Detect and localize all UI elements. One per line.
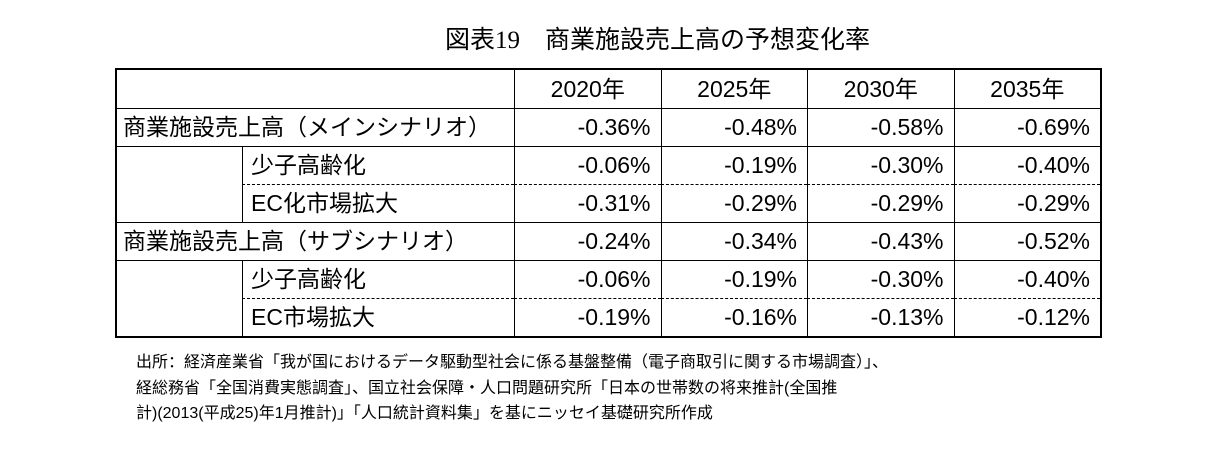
value-cell: -0.12%: [953, 298, 1100, 336]
value-cell: -0.19%: [660, 146, 807, 184]
source-line-2: 経総務省「全国消費実態調査」、国立社会保障・人口問題研究所「日本の世帯数の将来推…: [136, 379, 838, 397]
figure-title: 図表19 商業施設売上高の予想変化率: [444, 27, 870, 54]
source-line-3: 計)(2013(平成25)年1月推計)」「人口統計資料集」を基にニッセイ基礎研究…: [136, 405, 713, 423]
row-label: 商業施設売上高（サブシナリオ）: [117, 222, 514, 260]
source-line-1: 出所：経済産業省「我が国におけるデータ駆動型社会に係る基盤整備（電子商取引に関す…: [136, 354, 889, 371]
corner-cell: [117, 70, 514, 108]
value-cell: -0.69%: [953, 108, 1100, 146]
value-cell: -0.06%: [514, 260, 661, 298]
column-header: 2035年: [953, 70, 1101, 108]
value-cell: -0.36%: [514, 108, 661, 146]
value-cell: -0.30%: [807, 146, 954, 184]
value-cell: -0.29%: [660, 184, 807, 222]
value-cell: -0.24%: [514, 222, 661, 260]
value-cell: -0.13%: [807, 298, 954, 336]
row-label: 商業施設売上高（メインシナリオ）: [117, 108, 514, 146]
value-cell: -0.52%: [953, 222, 1100, 260]
value-cell: -0.30%: [807, 260, 954, 298]
value-cell: -0.19%: [514, 298, 661, 336]
row-label: 少子高齢化: [251, 152, 366, 178]
indent-gutter: [117, 147, 243, 184]
value-cell: -0.16%: [660, 298, 807, 336]
sub-row-label-cell: 少子高齢化: [117, 146, 514, 184]
row-label: EC市場拡大: [251, 303, 375, 330]
value-cell: -0.58%: [807, 108, 954, 146]
value-cell: -0.48%: [660, 108, 807, 146]
value-cell: -0.19%: [660, 260, 807, 298]
row-label: EC化市場拡大: [251, 189, 398, 216]
value-cell: -0.40%: [953, 260, 1100, 298]
indent-gutter: [117, 184, 243, 222]
figure-container: 図表19 商業施設売上高の予想変化率 2020年 2025年 2030年 2035年商…: [115, 0, 1105, 427]
value-cell: -0.29%: [953, 184, 1100, 222]
row-label: 少子高齢化: [251, 266, 366, 292]
indent-gutter: [117, 261, 243, 298]
indent-gutter: [117, 298, 243, 336]
column-header: 2020年: [514, 70, 661, 108]
sub-row-label-cell: 少子高齢化: [117, 260, 514, 298]
value-cell: -0.34%: [660, 222, 807, 260]
source-note: 出所：経済産業省「我が国におけるデータ駆動型社会に係る基盤整備（電子商取引に関す…: [136, 350, 1105, 427]
value-cell: -0.29%: [807, 184, 954, 222]
column-header: 2030年: [807, 70, 954, 108]
sales-change-table: 2020年 2025年 2030年 2035年 商業施設売上高（メインシナリオ） -0.3…: [115, 68, 1102, 338]
sub-row-label-cell: EC化市場拡大: [117, 184, 514, 222]
value-cell: -0.43%: [807, 222, 954, 260]
column-header: 2025年: [660, 70, 808, 108]
value-cell: -0.06%: [514, 146, 661, 184]
value-cell: -0.31%: [514, 184, 661, 222]
sub-row-label-cell: EC市場拡大: [117, 298, 514, 336]
value-cell: -0.40%: [953, 146, 1100, 184]
